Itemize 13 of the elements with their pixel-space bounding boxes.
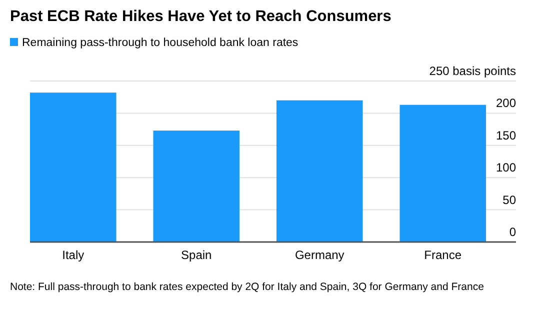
x-tick-label: Italy — [62, 248, 84, 262]
y-tick-label: 250 basis points — [429, 64, 516, 78]
y-tick-label: 100 — [496, 160, 516, 175]
y-tick-label: 150 — [496, 128, 516, 142]
legend-label: Remaining pass-through to household bank loan rates — [22, 37, 298, 49]
chart-title: Past ECB Rate Hikes Have Yet to Reach Consumers — [10, 8, 392, 25]
y-tick-label: 200 — [496, 96, 516, 110]
y-tick-label: 50 — [502, 192, 516, 207]
x-tick-label: Germany — [294, 248, 344, 262]
x-tick-label: France — [424, 248, 462, 262]
text: Note: Full pass-through to bank rates expected by 2Q for Italy and Spain, 3Q for Germany and France — [10, 281, 484, 293]
x-tick-label: Spain — [181, 248, 212, 262]
y-tick-label: 0 — [509, 225, 516, 239]
